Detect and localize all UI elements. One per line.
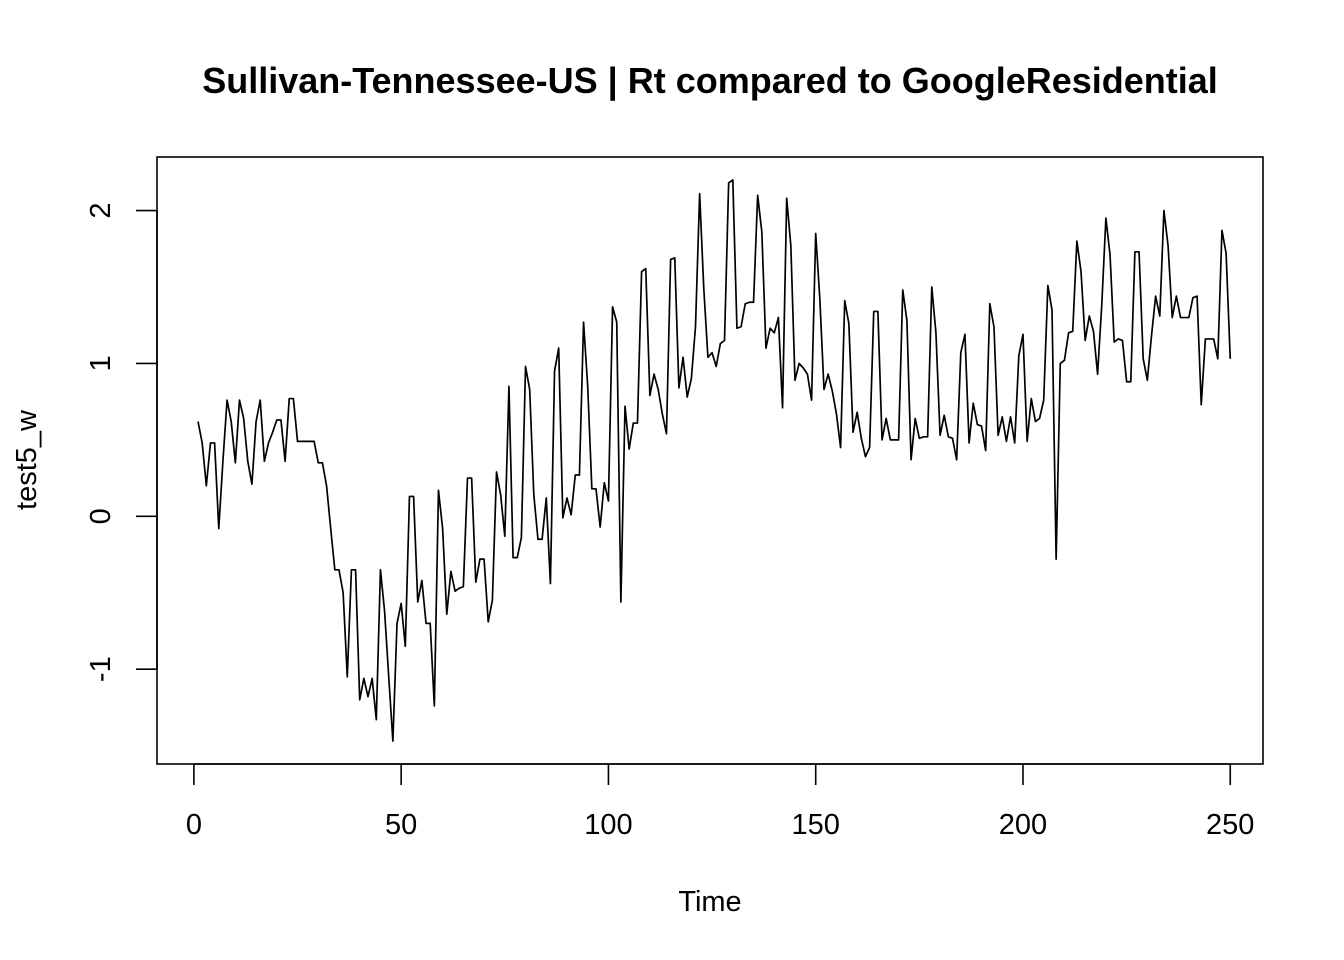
y-tick-label: -1 — [85, 656, 117, 682]
y-axis: -1 0 1 2 — [85, 202, 158, 682]
x-tick-label: 200 — [999, 809, 1047, 841]
series-layer — [197, 179, 1232, 742]
x-tick-label: 250 — [1206, 809, 1254, 841]
x-tick-label: 50 — [385, 809, 417, 841]
y-tick-label: 0 — [85, 508, 117, 524]
y-axis-label: test5_w — [11, 409, 43, 510]
y-tick-label: 2 — [85, 202, 117, 218]
x-axis-label: Time — [678, 886, 741, 918]
x-tick-label: 0 — [186, 809, 202, 841]
chart-title: Sullivan-Tennessee-US | Rt compared to G… — [202, 60, 1218, 102]
x-tick-label: 100 — [584, 809, 632, 841]
x-axis: 0 50 100 150 200 250 — [186, 763, 1254, 841]
x-tick-label: 150 — [792, 809, 840, 841]
plot-frame — [156, 156, 1264, 765]
series-line — [197, 179, 1232, 742]
y-tick-label: 1 — [85, 355, 117, 371]
